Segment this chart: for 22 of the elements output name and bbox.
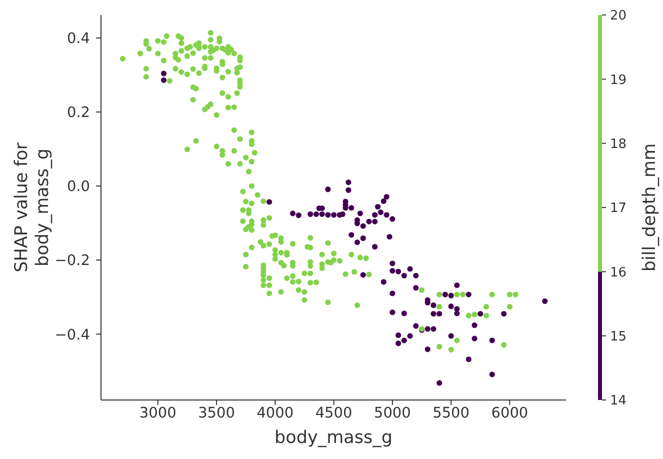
y-tick-label: −0.4	[54, 327, 90, 344]
x-tick-label: 3500	[198, 405, 235, 422]
x-tick-label: 5000	[374, 405, 411, 422]
y-tick-label: 0.2	[66, 105, 90, 122]
color-bar-label: 14	[610, 394, 627, 409]
y-tick-label: 0.4	[66, 31, 90, 48]
color-bar-label: 18	[610, 137, 627, 152]
x-tick-label: 4000	[256, 405, 294, 422]
x-tick-label: 4500	[315, 405, 352, 422]
color-bar-label: 20	[610, 8, 627, 24]
y-tick-label: 0.0	[66, 179, 90, 196]
x-tick-label: 3000	[139, 405, 176, 422]
color-bar-label: 19	[610, 72, 627, 88]
color-bar-title: bill_depth_mm	[640, 143, 660, 272]
y-axis-title: SHAP value for body_mass_g	[12, 142, 53, 272]
color-bar-label: 15	[610, 330, 627, 345]
color-bar-label: 17	[610, 201, 627, 216]
y-tick-label: −0.2	[54, 253, 90, 270]
x-axis-title: body_mass_g	[274, 428, 392, 448]
x-tick-label: 6000	[491, 405, 528, 422]
color-bar-label: 16	[610, 265, 627, 280]
x-tick-label: 5500	[432, 405, 470, 422]
